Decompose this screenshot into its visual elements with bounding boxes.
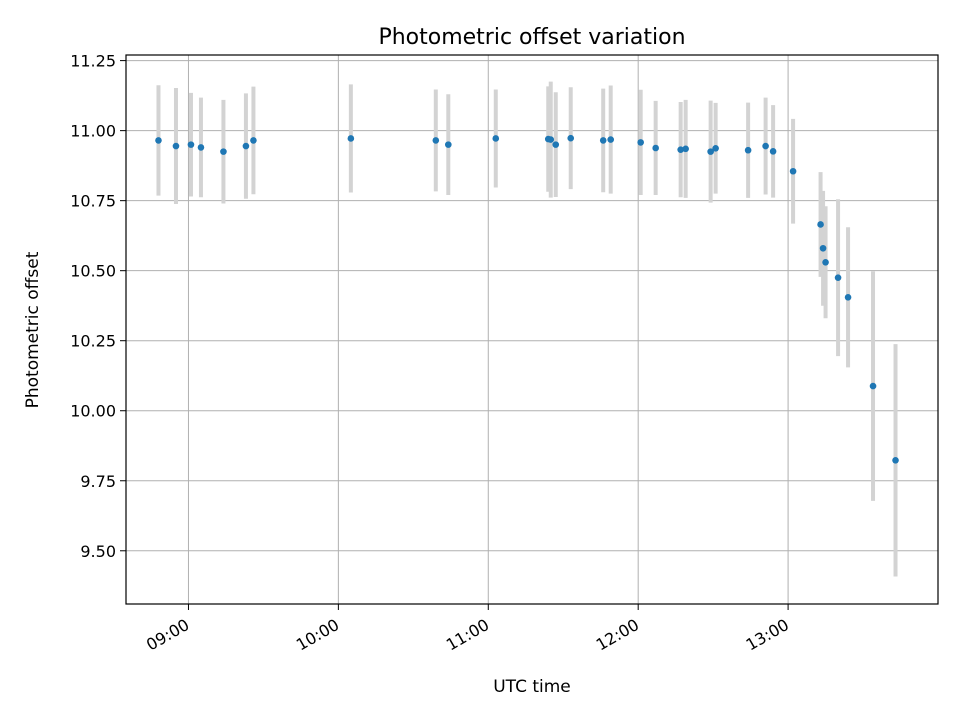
data-point [547, 136, 555, 143]
data-point [677, 146, 684, 153]
data-point [844, 293, 852, 301]
data-point [817, 221, 824, 228]
y-tick-label: 9.75 [80, 472, 116, 491]
data-point [607, 136, 615, 143]
grid-lines [126, 55, 938, 604]
data-point [432, 137, 440, 144]
data-point [789, 167, 797, 175]
data-point [707, 148, 714, 155]
data-point [682, 145, 689, 153]
x-tick-label: 09:00 [143, 615, 192, 655]
x-tick-label: 11:00 [443, 615, 492, 655]
data-point [187, 141, 195, 148]
y-tick-label: 10.50 [70, 262, 116, 281]
data-point [869, 382, 877, 390]
data-point [637, 139, 644, 146]
data-point [834, 274, 842, 281]
y-tick-label: 10.75 [70, 192, 116, 211]
data-point [762, 142, 769, 150]
data-point [822, 258, 829, 266]
data-point [445, 141, 452, 148]
data-point [220, 148, 227, 155]
data-point [819, 244, 827, 252]
y-tick-label: 11.00 [70, 122, 116, 141]
y-axis-label: Photometric offset [23, 251, 43, 408]
data-point [599, 137, 607, 144]
y-tick-label: 9.50 [80, 542, 116, 561]
x-tick-label: 12:00 [593, 615, 642, 655]
data-point [172, 142, 180, 150]
y-tick-label: 10.25 [70, 332, 116, 351]
data-point [567, 134, 575, 142]
data-point [250, 137, 257, 144]
x-tick-label: 13:00 [743, 615, 792, 655]
x-tick-label: 10:00 [293, 615, 342, 655]
error-bars [156, 81, 898, 577]
y-tick-label: 11.25 [70, 52, 116, 71]
data-point [155, 137, 162, 144]
data-point [652, 144, 659, 152]
data-point [744, 146, 752, 154]
data-point [197, 144, 205, 151]
data-point [892, 457, 899, 464]
data-point [347, 135, 355, 142]
data-point [242, 142, 250, 150]
y-tick-label: 10.00 [70, 402, 116, 421]
plot-frame [125, 54, 939, 605]
data-point [492, 135, 500, 142]
data-point [712, 144, 719, 152]
data-point [552, 141, 560, 148]
x-axis-label: UTC time [493, 677, 571, 697]
chart-title: Photometric offset variation [378, 25, 685, 50]
data-point [769, 148, 777, 155]
data-points [155, 134, 899, 464]
